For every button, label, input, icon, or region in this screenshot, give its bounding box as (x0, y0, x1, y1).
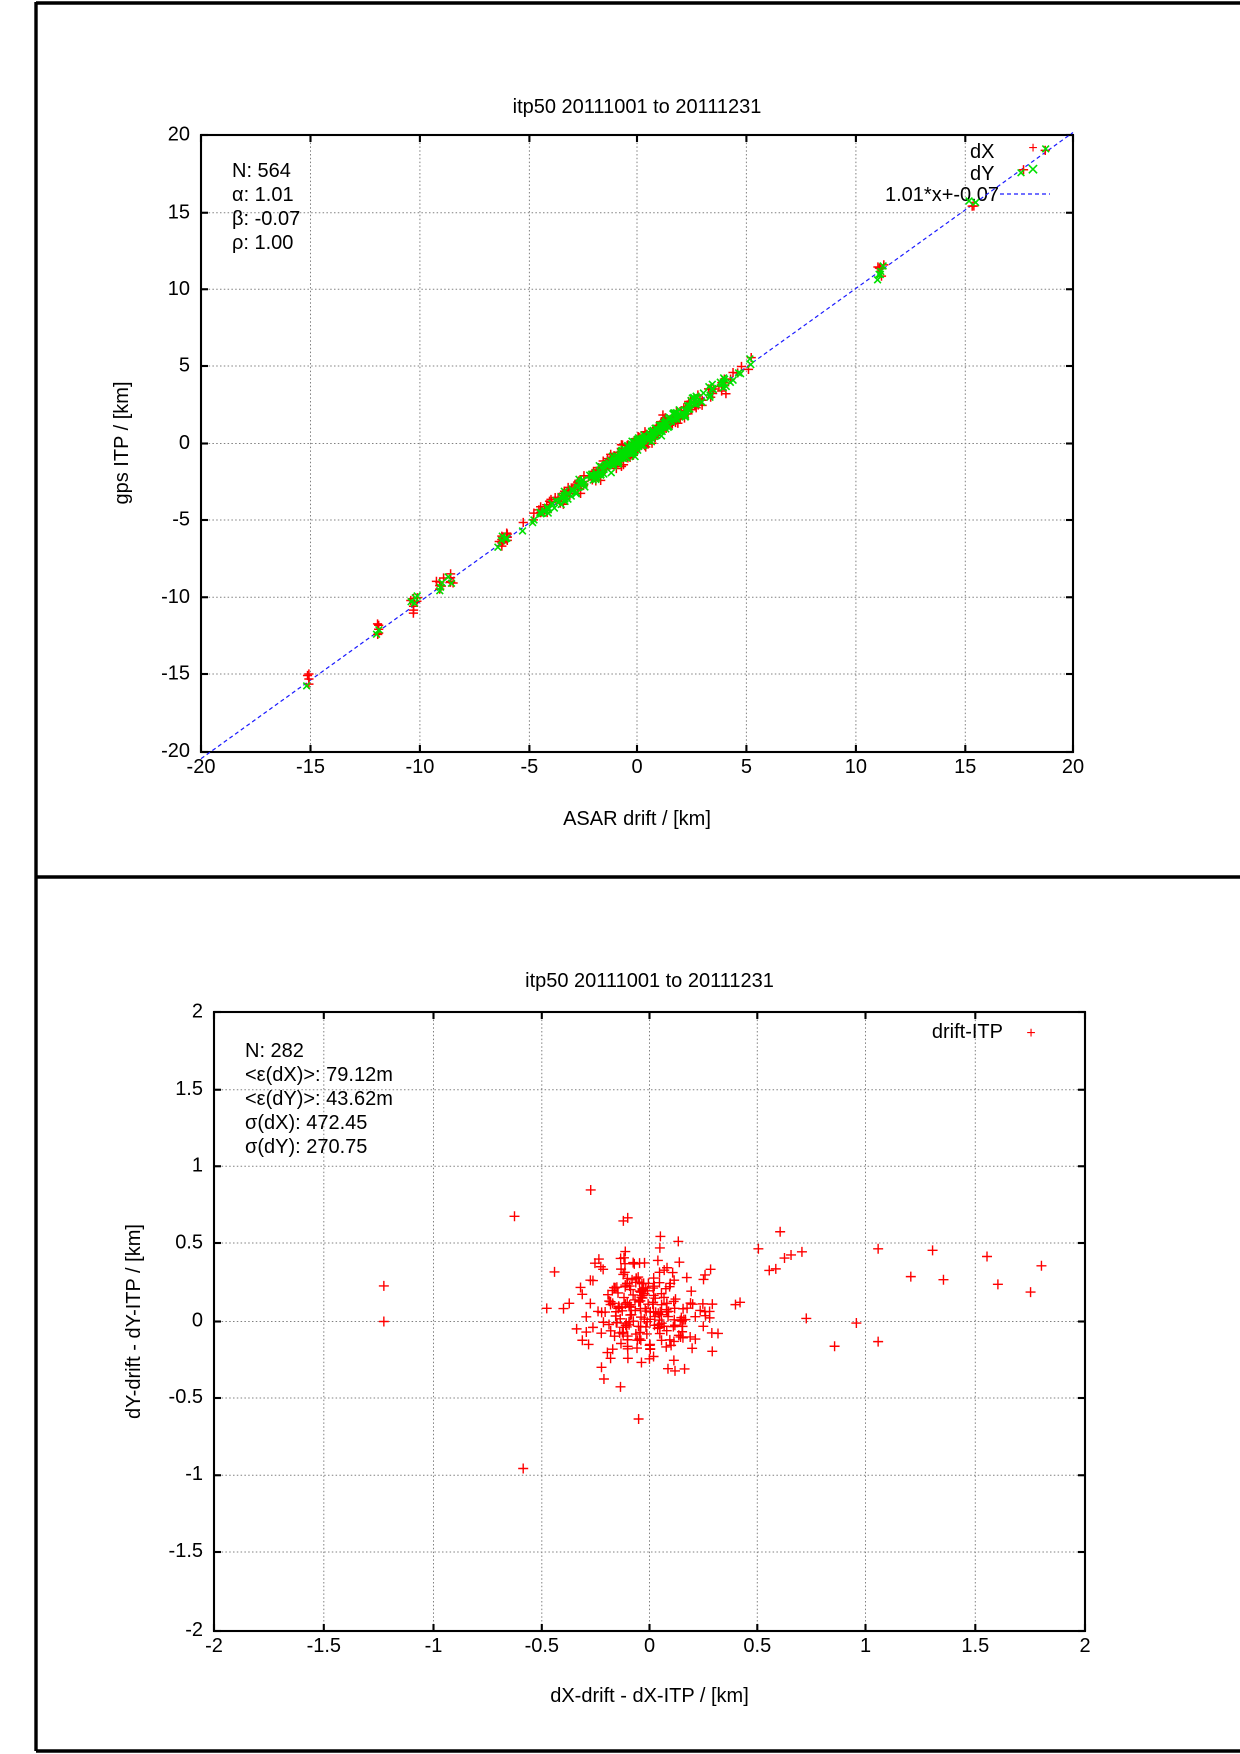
svg-text:-1: -1 (425, 1635, 443, 1657)
svg-text:-0.5: -0.5 (169, 1386, 203, 1408)
svg-text:ρ: 1.00: ρ: 1.00 (232, 232, 293, 254)
svg-text:-1: -1 (185, 1463, 203, 1485)
svg-text:-1.5: -1.5 (169, 1540, 203, 1562)
svg-text:-5: -5 (172, 509, 190, 531)
svg-text:dX: dX (970, 141, 994, 163)
svg-text:15: 15 (954, 756, 976, 778)
svg-text:0: 0 (192, 1310, 203, 1332)
svg-text:drift-ITP: drift-ITP (932, 1021, 1003, 1043)
svg-text:-2: -2 (205, 1635, 223, 1657)
svg-text:-20: -20 (187, 756, 216, 778)
svg-text:+: + (1028, 140, 1037, 157)
svg-text:0.5: 0.5 (175, 1232, 203, 1254)
svg-text:1.5: 1.5 (961, 1635, 989, 1657)
svg-text:10: 10 (168, 278, 190, 300)
svg-text:-20: -20 (161, 740, 190, 762)
svg-text:0: 0 (644, 1635, 655, 1657)
svg-text:itp50 20111001 to 20111231: itp50 20111001 to 20111231 (525, 970, 774, 992)
svg-text:dY: dY (970, 163, 994, 185)
svg-text:N: 564: N: 564 (232, 160, 291, 182)
svg-text:+: + (1026, 1025, 1035, 1042)
svg-text:-2: -2 (185, 1619, 203, 1641)
svg-text:-1.5: -1.5 (307, 1635, 341, 1657)
svg-text:0: 0 (631, 756, 642, 778)
svg-text:β: -0.07: β: -0.07 (232, 208, 300, 230)
svg-text:5: 5 (741, 756, 752, 778)
svg-text:α: 1.01: α: 1.01 (232, 184, 294, 206)
svg-text:-10: -10 (405, 756, 434, 778)
svg-text:0: 0 (179, 432, 190, 454)
svg-text:15: 15 (168, 201, 190, 223)
svg-text:1.01*x+-0.07: 1.01*x+-0.07 (885, 184, 999, 206)
svg-text:-10: -10 (161, 586, 190, 608)
svg-text:σ(dY): 270.75: σ(dY): 270.75 (245, 1136, 367, 1158)
svg-text:2: 2 (1079, 1635, 1090, 1657)
svg-text:1: 1 (192, 1155, 203, 1177)
svg-text:itp50 20111001 to 20111231: itp50 20111001 to 20111231 (513, 96, 762, 118)
svg-text:-5: -5 (521, 756, 539, 778)
svg-text:-15: -15 (296, 756, 325, 778)
svg-text:σ(dX): 472.45: σ(dX): 472.45 (245, 1112, 367, 1134)
svg-text:0.5: 0.5 (743, 1635, 771, 1657)
svg-text:gps ITP / [km]: gps ITP / [km] (111, 382, 133, 505)
svg-text:1.5: 1.5 (175, 1078, 203, 1100)
svg-text:2: 2 (192, 1001, 203, 1023)
svg-text:-15: -15 (161, 663, 190, 685)
svg-text:N: 282: N: 282 (245, 1040, 304, 1062)
svg-text:5: 5 (179, 355, 190, 377)
svg-text:20: 20 (1062, 756, 1084, 778)
svg-text:ASAR drift / [km]: ASAR drift / [km] (563, 808, 711, 830)
svg-text:-0.5: -0.5 (525, 1635, 559, 1657)
svg-text:dY-drift - dY-ITP / [km]: dY-drift - dY-ITP / [km] (123, 1224, 145, 1419)
svg-text:10: 10 (845, 756, 867, 778)
svg-text:<ε(dY)>: 43.62m: <ε(dY)>: 43.62m (245, 1088, 393, 1110)
svg-text:<ε(dX)>: 79.12m: <ε(dX)>: 79.12m (245, 1064, 393, 1086)
svg-text:20: 20 (168, 124, 190, 146)
svg-text:1: 1 (860, 1635, 871, 1657)
svg-text:dX-drift - dX-ITP / [km]: dX-drift - dX-ITP / [km] (550, 1685, 749, 1707)
